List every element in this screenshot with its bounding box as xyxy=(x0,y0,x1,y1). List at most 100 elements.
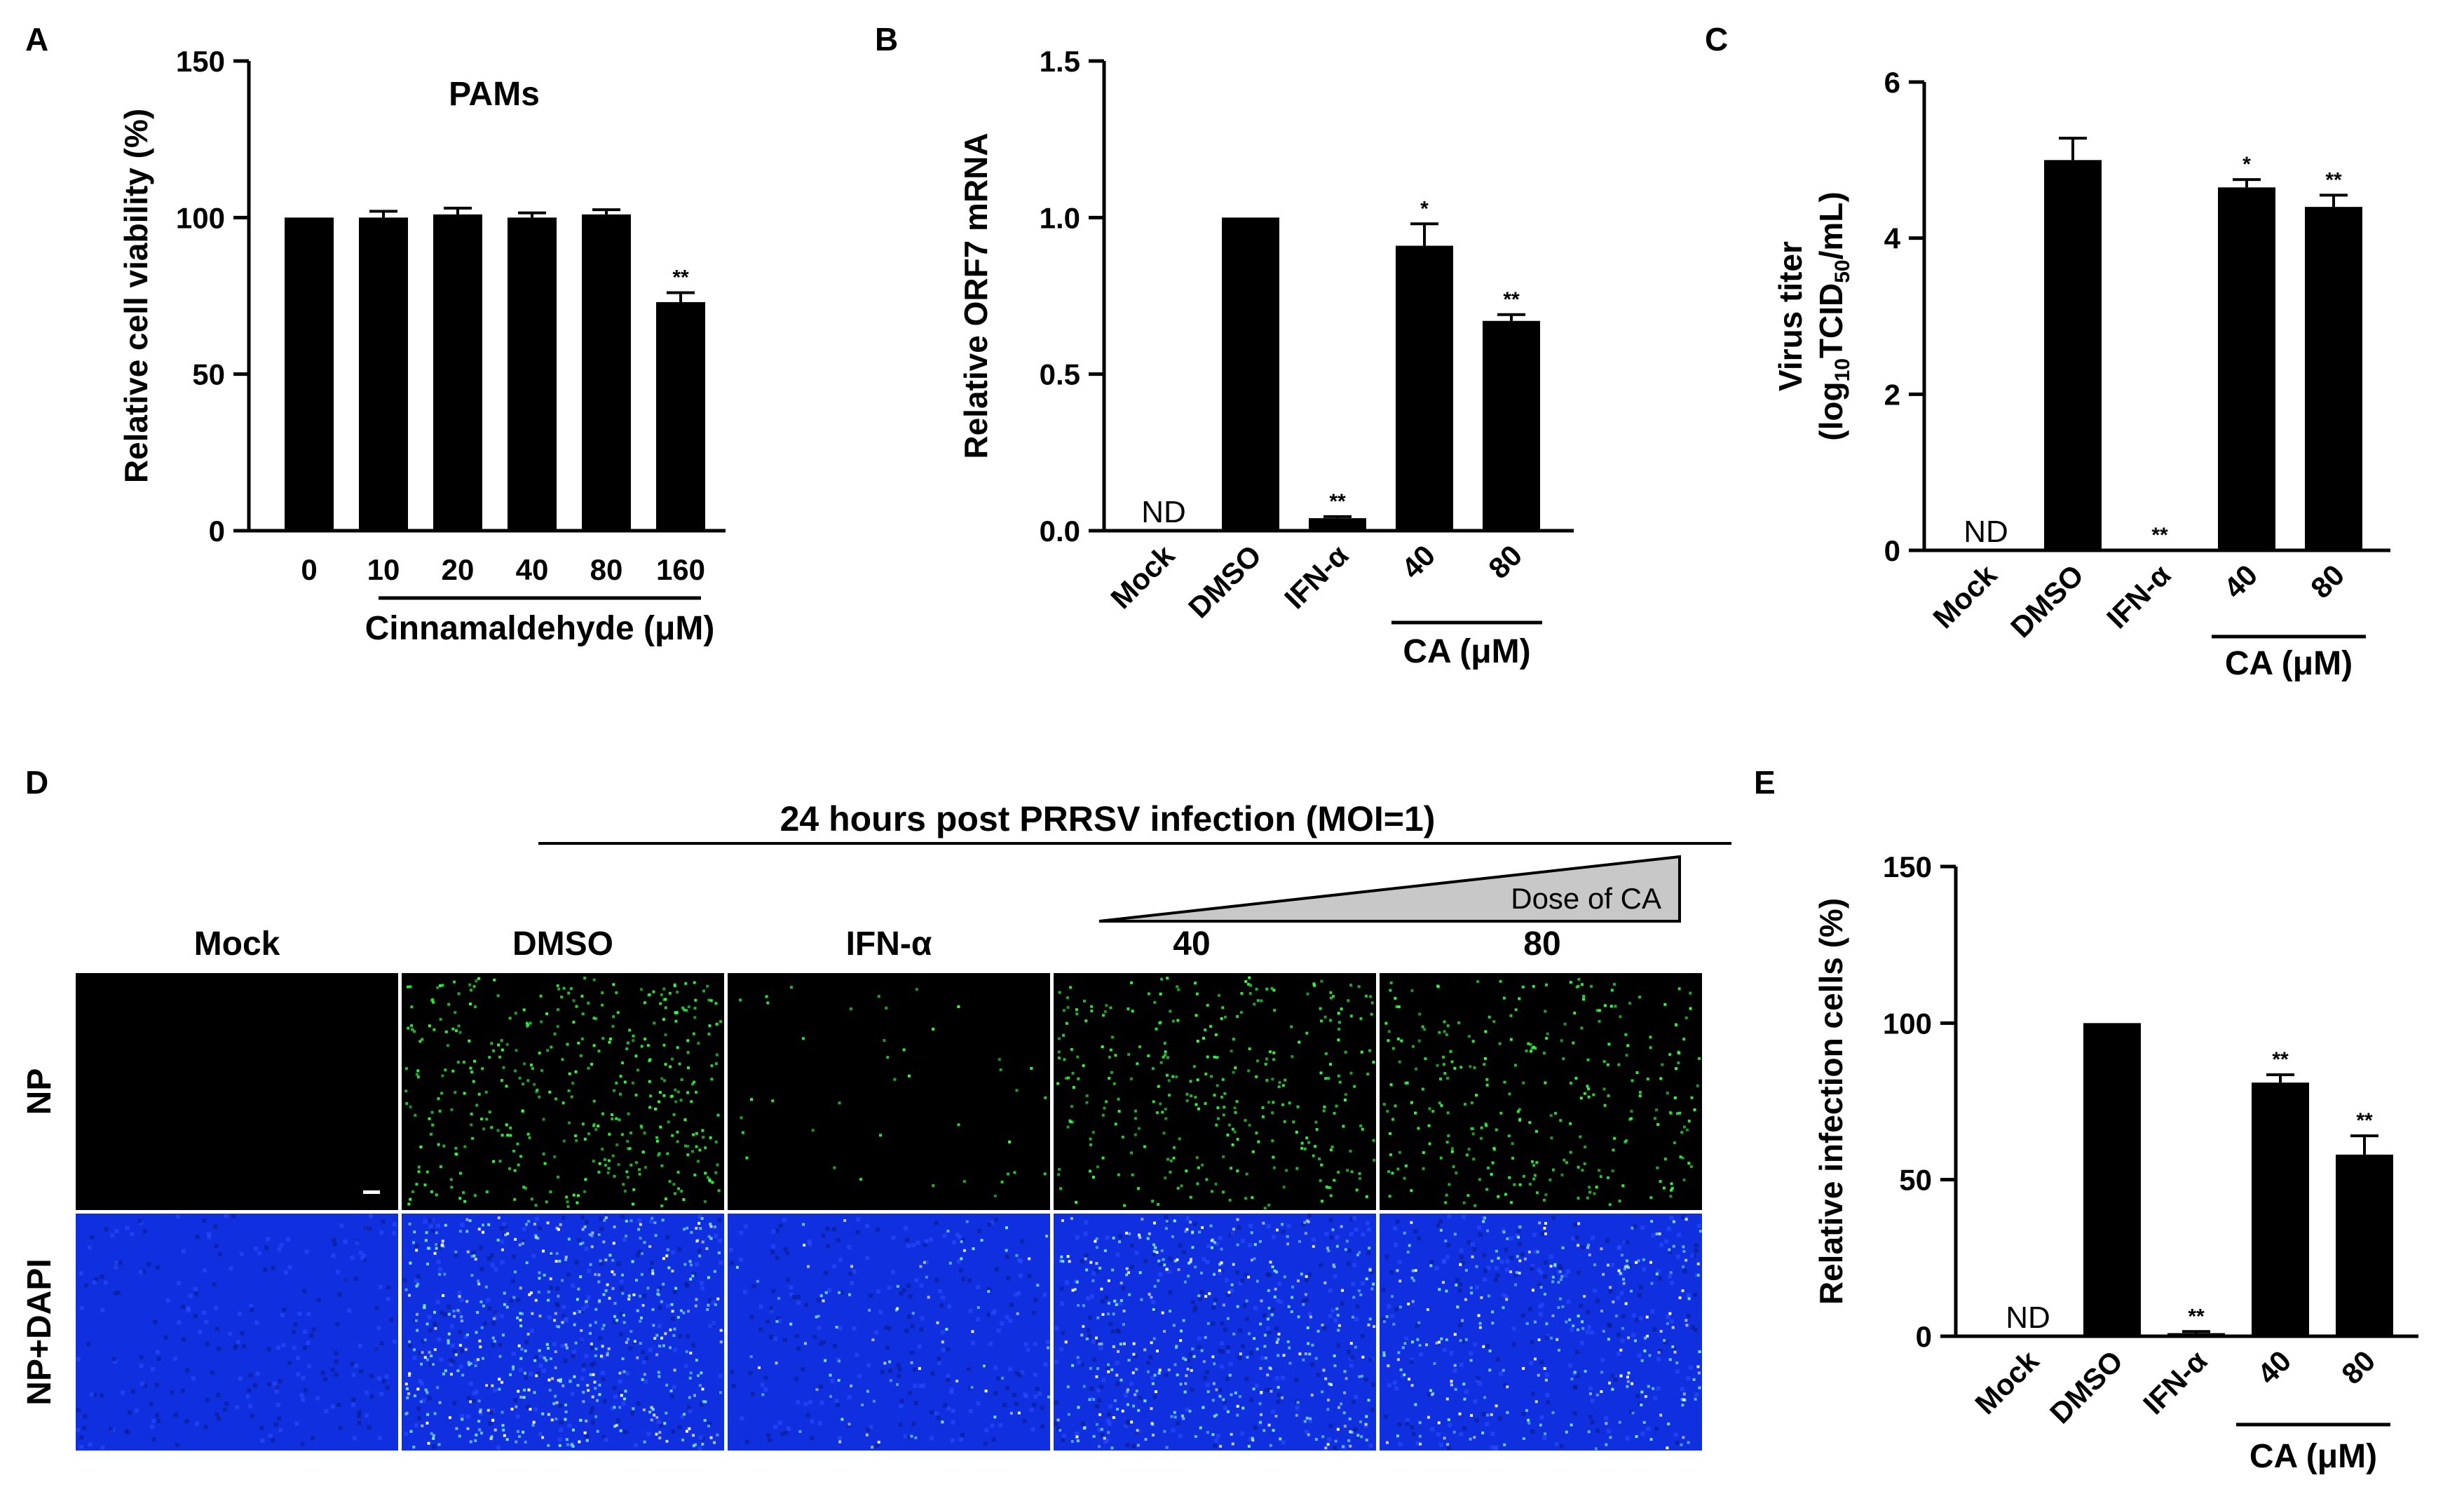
significance-e: ** xyxy=(2188,1305,2205,1328)
dapi-texture xyxy=(1054,1214,1375,1451)
x-tick-label-c: 80 xyxy=(2304,558,2350,604)
y-axis-label-line2-c: (log10TCID50/mL) xyxy=(1813,191,1854,440)
significance-c: * xyxy=(2242,153,2251,176)
bracket-label-c: CA (μM) xyxy=(2225,645,2353,682)
bracket-label-b: CA (μM) xyxy=(1403,633,1530,670)
dapi-texture xyxy=(728,1217,1050,1448)
column-label: IFN-α xyxy=(846,925,932,963)
bar-a xyxy=(508,217,557,531)
x-tick-label-b: IFN-α xyxy=(1278,538,1354,615)
x-tick-label-e: 80 xyxy=(2335,1344,2381,1390)
column-label: 80 xyxy=(1523,925,1560,963)
chart-a-viability: 0 50 100 150 0 10 20 40 80 ** 160 Cinnamaldehyde (μ… xyxy=(118,45,726,647)
dose-triangle xyxy=(1098,855,1681,923)
bar-b xyxy=(1222,217,1279,531)
row-label: NP xyxy=(21,1068,58,1115)
significance-e: ** xyxy=(2272,1048,2289,1071)
x-tick-label-e: Mock xyxy=(1968,1344,2046,1421)
x-tick-label-a: 80 xyxy=(590,553,623,586)
y-tick-label-a: 50 xyxy=(192,358,225,391)
y-tick-label-c: 0 xyxy=(1884,534,1900,567)
nd-label-e: ND xyxy=(2006,1300,2050,1335)
bar-c xyxy=(2218,187,2275,550)
bar-e xyxy=(2336,1154,2393,1336)
nd-label-b: ND xyxy=(1141,495,1186,529)
np-signal-dots xyxy=(739,986,1047,1197)
column-label: Mock xyxy=(194,925,280,963)
significance-b: ** xyxy=(1329,490,1346,513)
bar-a xyxy=(433,214,482,531)
y-tick-label-c: 4 xyxy=(1884,222,1901,255)
y-tick-label-c: 6 xyxy=(1884,66,1900,99)
y-tick-label-a: 0 xyxy=(209,515,225,548)
y-tick-label-a: 150 xyxy=(176,45,225,78)
x-tick-label-a: 160 xyxy=(656,553,705,586)
dapi-texture xyxy=(76,1214,397,1450)
column-label: DMSO xyxy=(512,925,613,963)
dose-label: Dose of CA xyxy=(1511,882,1661,915)
x-tick-label-c: IFN-α xyxy=(2100,558,2177,634)
panel-letter-d: D xyxy=(25,764,48,801)
x-tick-label-e: 40 xyxy=(2251,1344,2297,1390)
y-tick-label-e: 100 xyxy=(1883,1007,1932,1040)
y-tick-label-b: 1.0 xyxy=(1040,201,1080,234)
panel-letter-c: C xyxy=(1705,21,1728,57)
y-tick-label-c: 2 xyxy=(1884,378,1900,411)
y-tick-label-b: 1.5 xyxy=(1040,45,1080,78)
np-image xyxy=(728,973,1050,1210)
panel-d-header: 24 hours post PRRSV infection (MOI=1) xyxy=(780,799,1436,838)
bar-a xyxy=(359,217,408,531)
x-tick-label-a: 20 xyxy=(442,553,475,586)
row-label: NP+DAPI xyxy=(21,1258,58,1405)
column-label: 40 xyxy=(1173,925,1210,963)
panel-letter-e: E xyxy=(1754,764,1776,801)
x-tick-label-a: 0 xyxy=(301,553,317,586)
y-tick-label-b: 0.0 xyxy=(1040,515,1080,548)
np-dapi-image xyxy=(76,1214,398,1451)
bar-a xyxy=(582,214,631,531)
y-tick-label-b: 0.5 xyxy=(1040,358,1080,391)
np-dapi-signal-dots xyxy=(735,1218,1050,1449)
np-dapi-signal-dots xyxy=(1382,1216,1702,1451)
significance-a: ** xyxy=(672,266,689,290)
x-tick-label-c: Mock xyxy=(1926,558,2003,635)
chart-c-virus-titer: 0 2 4 6 ND Mock DMSO ** IFN-α * 40 ** 80 CA (μM) Virus… xyxy=(1772,66,2390,682)
panel-letter-b: B xyxy=(875,21,898,57)
scale-bar xyxy=(363,1190,380,1194)
bar-e xyxy=(2252,1082,2309,1336)
np-dapi-image xyxy=(402,1214,724,1451)
y-axis-label-e: Relative infection cells (%) xyxy=(1813,898,1849,1305)
significance-c: ** xyxy=(2325,168,2342,191)
nd-label-c: ND xyxy=(1963,515,2008,549)
np-signal-dots xyxy=(1382,977,1701,1207)
chart-b-orf7: 0.0 0.5 1.0 1.5 ND Mock DMSO ** IFN-α * 40 ** 80 CA (… xyxy=(958,45,1574,670)
y-tick-label-e: 150 xyxy=(1883,850,1932,883)
panel-d-immunofluorescence: 24 hours post PRRSV infection (MOI=1) Do… xyxy=(21,799,1731,1451)
x-tick-label-a: 40 xyxy=(516,553,549,586)
y-tick-label-a: 100 xyxy=(176,201,225,234)
bracket-label-a: Cinnamaldehyde (μM) xyxy=(365,610,715,647)
significance-c: ** xyxy=(2151,524,2168,547)
np-dapi-image xyxy=(728,1214,1050,1451)
np-image xyxy=(76,973,398,1210)
y-tick-label-e: 0 xyxy=(1916,1320,1932,1353)
y-axis-label-a: Relative cell viability (%) xyxy=(118,109,154,483)
x-tick-label-c: DMSO xyxy=(2004,558,2090,644)
panel-letter-a: A xyxy=(25,21,48,57)
x-tick-label-b: Mock xyxy=(1104,538,1181,616)
np-image xyxy=(402,973,724,1210)
significance-b: * xyxy=(1420,197,1429,220)
np-dapi-image xyxy=(1054,1214,1376,1451)
bar-b xyxy=(1483,320,1540,531)
np-image xyxy=(1380,973,1702,1210)
bar-c xyxy=(2305,207,2362,550)
y-axis-label-b: Relative ORF7 mRNA xyxy=(958,133,994,459)
x-tick-label-a: 10 xyxy=(367,553,400,586)
x-tick-label-e: DMSO xyxy=(2043,1344,2129,1429)
np-signal-dots xyxy=(1056,976,1376,1210)
x-tick-label-b: 80 xyxy=(1482,538,1528,585)
bar-e xyxy=(2083,1023,2141,1336)
significance-e: ** xyxy=(2356,1109,2373,1132)
dapi-texture xyxy=(1381,1214,1702,1451)
